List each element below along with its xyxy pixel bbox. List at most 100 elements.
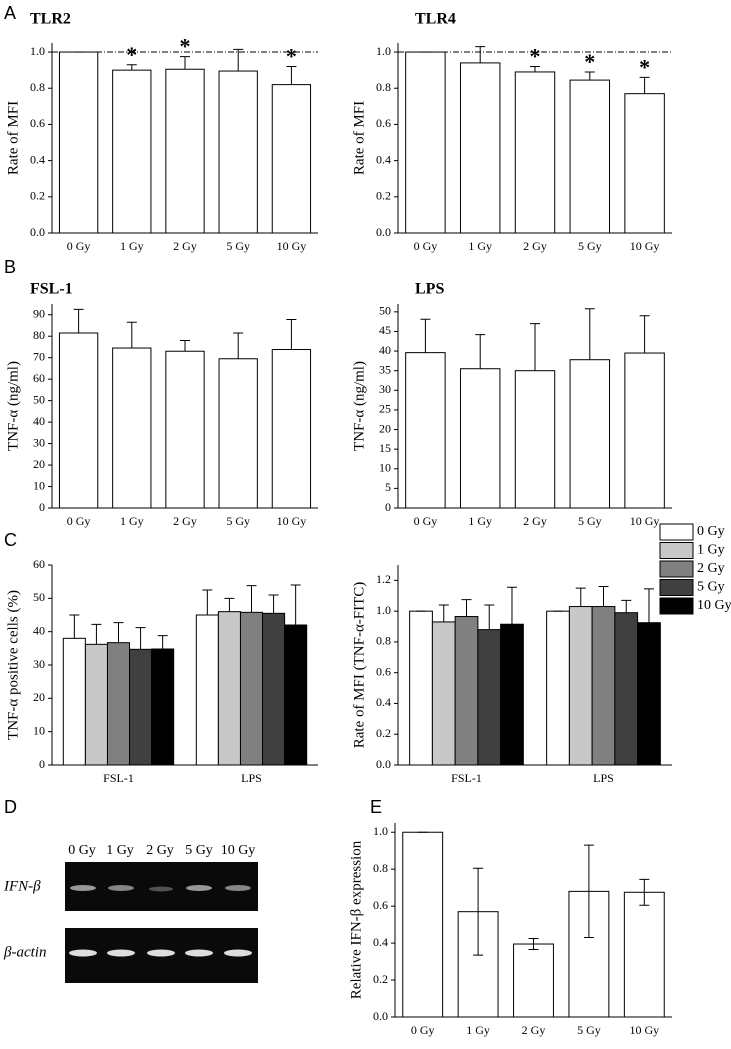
bar bbox=[477, 629, 502, 766]
bar bbox=[569, 79, 611, 234]
significance-mark: * bbox=[639, 54, 650, 79]
y-tick-label: 0.8 bbox=[376, 634, 391, 648]
error-bar bbox=[126, 321, 137, 349]
y-tick-label: 1.0 bbox=[376, 44, 391, 58]
bar bbox=[405, 352, 446, 509]
y-tick-label: 20 bbox=[33, 457, 45, 471]
y-tick-label: 15 bbox=[379, 441, 391, 455]
gel-row-label: IFN-β bbox=[3, 878, 41, 894]
x-tick-label: 0 Gy bbox=[67, 514, 91, 528]
error-bar bbox=[438, 604, 449, 622]
y-tick-label: 40 bbox=[379, 343, 391, 357]
panel-label: A bbox=[4, 3, 16, 23]
y-tick-label: 0.4 bbox=[373, 935, 388, 949]
x-tick-label: FSL-1 bbox=[451, 771, 482, 785]
error-bar bbox=[530, 323, 540, 371]
y-tick-label: 40 bbox=[33, 414, 45, 428]
x-tick-label: 2 Gy bbox=[522, 1023, 546, 1037]
gel-row-label: β-actin bbox=[3, 944, 46, 960]
error-bar bbox=[639, 315, 650, 354]
y-axis-label: Rate of MFI bbox=[5, 101, 21, 175]
y-tick-label: 90 bbox=[33, 306, 45, 320]
y-tick-label: 0.2 bbox=[373, 972, 388, 986]
x-tick-label: 10 Gy bbox=[277, 239, 307, 253]
y-tick-label: 40 bbox=[33, 623, 45, 637]
x-tick-label: 0 Gy bbox=[67, 239, 91, 253]
bar bbox=[454, 616, 479, 766]
bar bbox=[151, 648, 175, 766]
bar bbox=[459, 62, 501, 234]
legend-swatch bbox=[659, 523, 694, 541]
gel-image bbox=[65, 862, 258, 911]
y-tick-label: 10 bbox=[33, 478, 45, 492]
y-tick-label: 0.0 bbox=[30, 225, 45, 239]
bar bbox=[431, 621, 456, 766]
y-tick-label: 0.2 bbox=[376, 189, 391, 203]
bar bbox=[514, 370, 556, 509]
bar bbox=[218, 358, 258, 509]
y-axis-label: TNF-α positive cells (%) bbox=[5, 590, 21, 740]
bar bbox=[62, 637, 86, 766]
error-bar bbox=[290, 584, 301, 625]
bar bbox=[58, 332, 99, 509]
bar bbox=[514, 71, 556, 234]
gel-bands bbox=[69, 885, 252, 957]
error-bar bbox=[583, 844, 594, 939]
panel-label: D bbox=[4, 797, 17, 817]
error-bar bbox=[113, 622, 124, 643]
x-tick-label: 5 Gy bbox=[577, 1023, 601, 1037]
x-tick-label: 1 Gy bbox=[468, 514, 492, 528]
y-tick-label: 80 bbox=[33, 328, 45, 342]
bar bbox=[459, 368, 501, 509]
y-tick-label: 0 bbox=[39, 500, 45, 514]
legend-label: 2 Gy bbox=[697, 561, 725, 576]
x-tick-label: 2 Gy bbox=[173, 239, 197, 253]
error-bar bbox=[621, 599, 632, 613]
error-bar bbox=[233, 48, 244, 72]
y-tick-label: 0.8 bbox=[30, 80, 45, 94]
error-bar bbox=[180, 340, 190, 352]
bar bbox=[165, 68, 205, 234]
error-bar bbox=[246, 585, 257, 613]
y-tick-label: 0.6 bbox=[376, 664, 391, 678]
y-axis-label: Rate of MFI (TNF-α-FITC) bbox=[351, 582, 367, 749]
x-tick-label: 5 Gy bbox=[226, 514, 250, 528]
bar bbox=[262, 612, 286, 766]
legend-label: 10 Gy bbox=[697, 598, 731, 613]
y-tick-label: 0 bbox=[385, 500, 391, 514]
bar bbox=[546, 610, 570, 766]
bar bbox=[568, 606, 593, 766]
x-tick-label: 10 Gy bbox=[630, 239, 660, 253]
legend-swatch bbox=[659, 560, 694, 578]
lane-label: 1 Gy bbox=[106, 843, 134, 858]
bar bbox=[409, 610, 433, 766]
y-axis-label: TNF-α (ng/ml) bbox=[351, 361, 367, 451]
error-bar bbox=[126, 64, 137, 71]
error-bar bbox=[286, 318, 297, 350]
x-tick-label: 1 Gy bbox=[466, 1023, 490, 1037]
bar bbox=[165, 350, 205, 509]
error-bar bbox=[91, 623, 102, 645]
x-tick-label: 5 Gy bbox=[578, 239, 602, 253]
bar bbox=[84, 643, 108, 766]
y-tick-label: 0.4 bbox=[376, 152, 391, 166]
y-tick-label: 0.0 bbox=[376, 757, 391, 771]
y-tick-label: 10 bbox=[379, 461, 391, 475]
y-tick-label: 0.2 bbox=[30, 189, 45, 203]
x-tick-label: FSL-1 bbox=[103, 771, 134, 785]
bar bbox=[637, 622, 661, 766]
error-bar bbox=[135, 627, 146, 650]
y-tick-label: 0.8 bbox=[373, 861, 388, 875]
error-bar bbox=[286, 66, 297, 85]
significance-mark: * bbox=[180, 34, 191, 59]
y-tick-label: 50 bbox=[379, 304, 391, 318]
error-bar bbox=[639, 878, 650, 906]
y-tick-label: 35 bbox=[379, 362, 391, 376]
bar bbox=[218, 70, 258, 234]
error-bar bbox=[475, 334, 486, 369]
error-bar bbox=[69, 614, 80, 639]
y-tick-label: 0.0 bbox=[376, 225, 391, 239]
y-tick-label: 0.0 bbox=[373, 1009, 388, 1023]
bar bbox=[513, 943, 554, 1018]
significance-mark: * bbox=[126, 42, 137, 67]
